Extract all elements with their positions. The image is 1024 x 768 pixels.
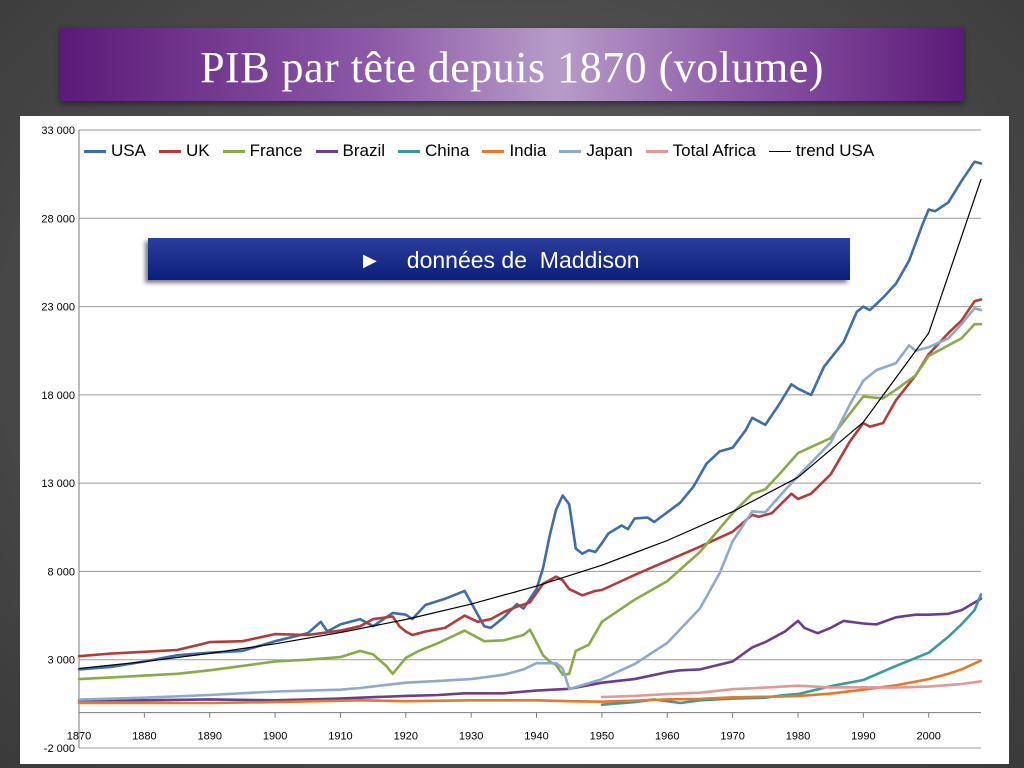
source-banner: ► données de Maddison bbox=[148, 238, 850, 280]
x-tick-label: 1940 bbox=[524, 731, 548, 743]
legend-item-brazil: Brazil bbox=[315, 141, 386, 161]
x-tick-label: 1910 bbox=[328, 731, 352, 743]
x-tick-label: 1950 bbox=[590, 731, 614, 743]
y-tick-label: 28 000 bbox=[41, 213, 75, 225]
source-banner-text: ► données de Maddison bbox=[358, 247, 640, 273]
legend-swatch bbox=[645, 149, 668, 153]
legend-item-china: China bbox=[398, 141, 469, 161]
series-line-india bbox=[77, 659, 983, 705]
legend-label: Japan bbox=[586, 141, 633, 160]
legend-label: Total Africa bbox=[672, 141, 756, 160]
legend-label: France bbox=[249, 141, 303, 160]
x-tick-label: 1970 bbox=[720, 731, 744, 743]
series-line-trend-usa bbox=[78, 178, 982, 670]
series-line-france bbox=[77, 322, 983, 681]
legend-label: Brazil bbox=[342, 141, 386, 160]
x-tick-label: 1880 bbox=[132, 731, 156, 743]
legend-swatch bbox=[559, 149, 582, 153]
series-line-total-africa bbox=[600, 680, 983, 699]
legend-label: USA bbox=[111, 141, 146, 160]
y-tick-label: 33 000 bbox=[41, 125, 75, 137]
y-tick-label: 18 000 bbox=[41, 390, 75, 402]
chart-legend: USA UK France Brazil China India Japan Total Af… bbox=[84, 140, 887, 162]
series-line-brazil bbox=[77, 597, 983, 702]
legend-item-trend-usa: trend USA bbox=[768, 141, 875, 161]
legend-swatch bbox=[84, 149, 106, 153]
y-tick-label: -2 000 bbox=[44, 743, 75, 755]
legend-swatch bbox=[158, 149, 181, 153]
legend-swatch bbox=[398, 149, 421, 153]
series-line-uk bbox=[77, 298, 983, 658]
legend-item-india: India bbox=[482, 141, 546, 161]
x-tick-label: 1990 bbox=[851, 731, 875, 743]
x-tick-label: 1900 bbox=[263, 731, 287, 743]
legend-label: trend USA bbox=[795, 141, 875, 160]
x-tick-label: 1870 bbox=[67, 731, 91, 743]
x-tick-label: 1930 bbox=[459, 731, 483, 743]
series-line-china bbox=[600, 593, 983, 706]
series-line-usa bbox=[77, 160, 983, 671]
legend-item-total-africa: Total Africa bbox=[645, 141, 756, 161]
legend-item-uk: UK bbox=[158, 141, 210, 161]
legend-item-france: France bbox=[222, 141, 303, 161]
legend-swatch bbox=[315, 149, 338, 153]
legend-label: UK bbox=[185, 141, 210, 160]
y-tick-label: 23 000 bbox=[41, 302, 75, 314]
x-tick-label: 1960 bbox=[655, 731, 679, 743]
legend-item-japan: Japan bbox=[559, 141, 633, 161]
legend-swatch bbox=[768, 150, 791, 152]
x-tick-label: 1890 bbox=[197, 731, 221, 743]
legend-swatch bbox=[482, 149, 505, 153]
slide-title: PIB par tête depuis 1870 (volume) bbox=[60, 28, 964, 101]
y-tick-label: 13 000 bbox=[41, 478, 75, 490]
legend-label: China bbox=[425, 141, 470, 160]
x-tick-label: 2000 bbox=[916, 731, 940, 743]
legend-label: India bbox=[509, 141, 547, 160]
series-line-japan bbox=[77, 307, 983, 701]
y-tick-label: 3 000 bbox=[47, 655, 75, 667]
x-tick-label: 1920 bbox=[394, 731, 418, 743]
legend-swatch bbox=[222, 149, 245, 153]
legend-item-usa: USA bbox=[84, 141, 146, 161]
x-tick-label: 1980 bbox=[786, 731, 810, 743]
y-tick-label: 8 000 bbox=[47, 566, 75, 578]
slide-title-text: PIB par tête depuis 1870 (volume) bbox=[200, 43, 824, 92]
